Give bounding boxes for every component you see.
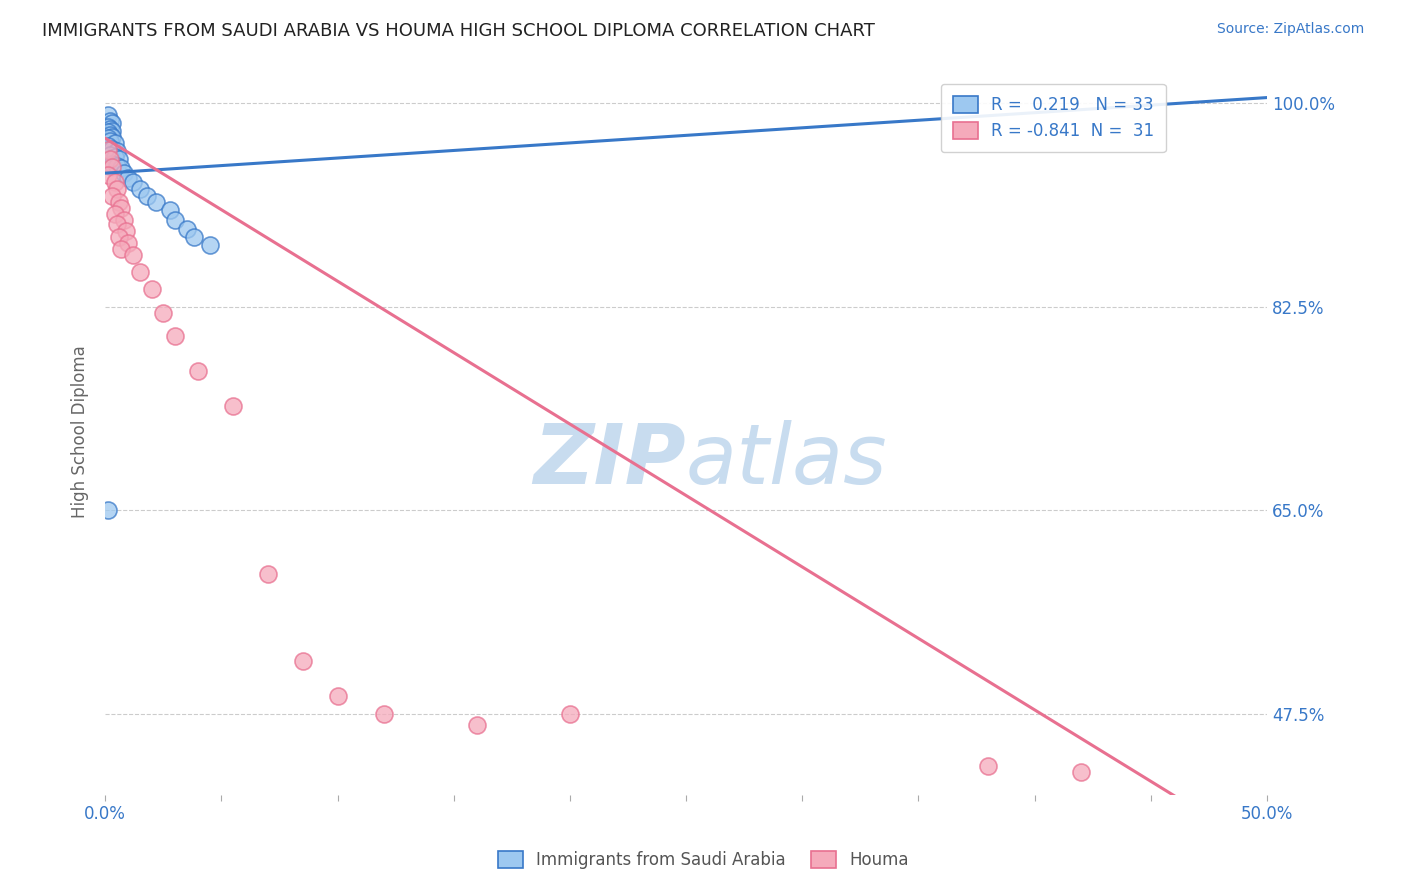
Point	[103, 207, 125, 221]
Point	[122, 247, 145, 261]
Text: ZIP: ZIP	[533, 420, 686, 501]
Point	[105, 159, 128, 173]
Point	[373, 706, 395, 721]
Point	[110, 161, 132, 176]
Legend: R =  0.219   N = 33, R = -0.841  N =  31: R = 0.219 N = 33, R = -0.841 N = 31	[941, 84, 1166, 153]
Point	[101, 124, 124, 138]
Point	[98, 134, 121, 148]
Point	[96, 131, 118, 145]
Point	[96, 503, 118, 517]
Point	[136, 189, 159, 203]
Point	[163, 212, 186, 227]
Point	[558, 706, 581, 721]
Point	[103, 150, 125, 164]
Point	[112, 166, 135, 180]
Point	[98, 113, 121, 128]
Point	[103, 176, 125, 190]
Point	[465, 718, 488, 732]
Point	[1070, 764, 1092, 779]
Point	[103, 136, 125, 150]
Point	[101, 116, 124, 130]
Point	[110, 242, 132, 256]
Point	[96, 108, 118, 122]
Point	[96, 169, 118, 183]
Point	[183, 230, 205, 244]
Point	[141, 282, 163, 296]
Point	[96, 139, 118, 153]
Text: IMMIGRANTS FROM SAUDI ARABIA VS HOUMA HIGH SCHOOL DIPLOMA CORRELATION CHART: IMMIGRANTS FROM SAUDI ARABIA VS HOUMA HI…	[42, 22, 875, 40]
Point	[115, 224, 138, 238]
Point	[326, 690, 349, 704]
Point	[108, 195, 131, 210]
Point	[145, 195, 167, 210]
Y-axis label: High School Diploma: High School Diploma	[72, 345, 89, 518]
Point	[117, 170, 139, 185]
Point	[257, 567, 280, 582]
Point	[110, 201, 132, 215]
Point	[101, 157, 124, 171]
Point	[977, 759, 1000, 773]
Point	[291, 654, 314, 668]
Point	[105, 182, 128, 196]
Point	[105, 144, 128, 158]
Point	[129, 265, 152, 279]
Text: Source: ZipAtlas.com: Source: ZipAtlas.com	[1216, 22, 1364, 37]
Point	[122, 176, 145, 190]
Point	[163, 329, 186, 343]
Point	[96, 143, 118, 157]
Point	[152, 305, 174, 319]
Point	[98, 147, 121, 161]
Text: atlas: atlas	[686, 420, 887, 501]
Legend: Immigrants from Saudi Arabia, Houma: Immigrants from Saudi Arabia, Houma	[488, 841, 918, 880]
Point	[108, 152, 131, 166]
Point	[98, 152, 121, 166]
Point	[117, 235, 139, 250]
Point	[96, 120, 118, 134]
Point	[159, 203, 181, 218]
Point	[198, 238, 221, 252]
Point	[101, 130, 124, 145]
Point	[105, 217, 128, 231]
Point	[101, 161, 124, 175]
Point	[98, 122, 121, 136]
Point	[98, 128, 121, 142]
Point	[176, 222, 198, 236]
Point	[108, 230, 131, 244]
Point	[96, 125, 118, 139]
Point	[101, 189, 124, 203]
Point	[222, 399, 245, 413]
Point	[187, 364, 209, 378]
Point	[129, 182, 152, 196]
Point	[112, 212, 135, 227]
Point	[101, 142, 124, 156]
